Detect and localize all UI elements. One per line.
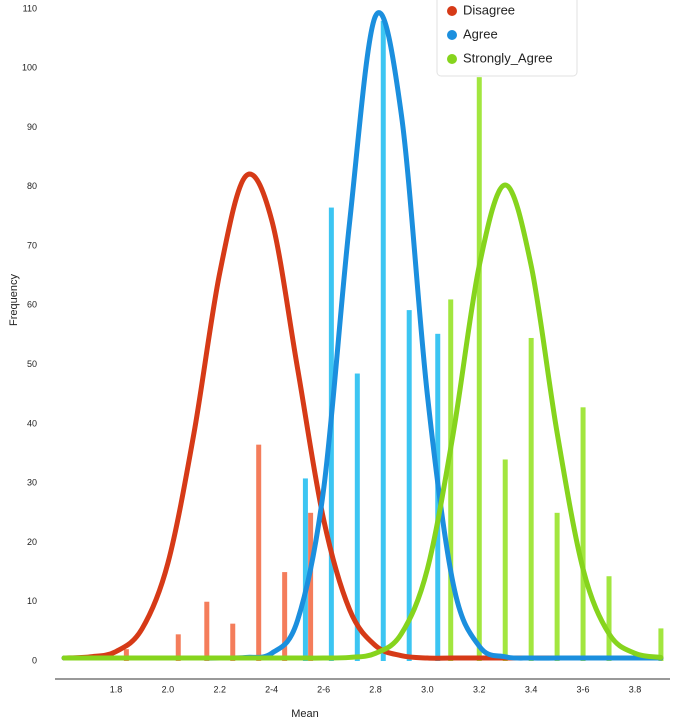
legend-box [436, 0, 578, 77]
bar [308, 512, 314, 661]
bar [448, 299, 454, 661]
legend-marker [447, 54, 457, 64]
y-tick-label: 0 [32, 655, 37, 665]
legend-label: Disagree [463, 2, 515, 17]
bar [380, 20, 386, 661]
y-tick-label: 60 [27, 300, 37, 310]
y-tick-label: 110 [23, 3, 37, 13]
legend-label: Agree [463, 26, 498, 41]
bar [302, 478, 308, 661]
x-tick-label: 3.0 [421, 684, 434, 694]
y-tick-label: 40 [27, 418, 37, 428]
bar [502, 459, 508, 661]
x-tick-label: 2.0 [162, 684, 175, 694]
y-tick-label: 90 [27, 122, 37, 132]
y-tick-label: 20 [27, 537, 37, 547]
fit-curve [61, 10, 664, 661]
bar [175, 634, 181, 661]
bar [282, 572, 288, 661]
bar [606, 576, 612, 661]
x-tick-label: 3.8 [629, 684, 642, 694]
x-tick-label: 1.8 [110, 684, 123, 694]
x-tick-label: 3.2 [473, 684, 486, 694]
x-tick-label: 2.2 [214, 684, 227, 694]
x-axis-title: Mean [291, 708, 319, 720]
x-tick-label: 3-6 [577, 684, 590, 694]
x-tick-label: 2-6 [317, 684, 330, 694]
bar [554, 512, 560, 661]
bar [580, 407, 586, 661]
y-axis-title: Frequency [8, 274, 20, 326]
fit-curve [61, 171, 664, 661]
legend: Disagree Agree Strongly_Agree [436, 0, 578, 77]
y-tick-label: 50 [27, 359, 37, 369]
bar [204, 601, 210, 661]
bar [256, 444, 262, 661]
legend-marker [447, 30, 457, 40]
x-tick-label: 2.8 [369, 684, 382, 694]
bar [476, 77, 482, 661]
x-tick-label: 3.4 [525, 684, 538, 694]
bar [406, 310, 412, 661]
y-tick-label: 10 [27, 596, 37, 606]
legend-marker [447, 6, 457, 16]
bar [528, 337, 534, 661]
y-tick-label: 30 [27, 478, 37, 488]
fit-curve [61, 182, 664, 661]
plot-area [61, 10, 664, 661]
bar [123, 649, 129, 661]
y-tick-label: 80 [27, 181, 37, 191]
x-tick-label: 2-4 [265, 684, 278, 694]
bar [658, 628, 664, 661]
y-tick-label: 100 [22, 63, 37, 73]
bar [230, 623, 236, 661]
bar [354, 373, 360, 661]
y-tick-label: 70 [27, 240, 37, 250]
legend-label: Strongly_Agree [463, 50, 553, 65]
